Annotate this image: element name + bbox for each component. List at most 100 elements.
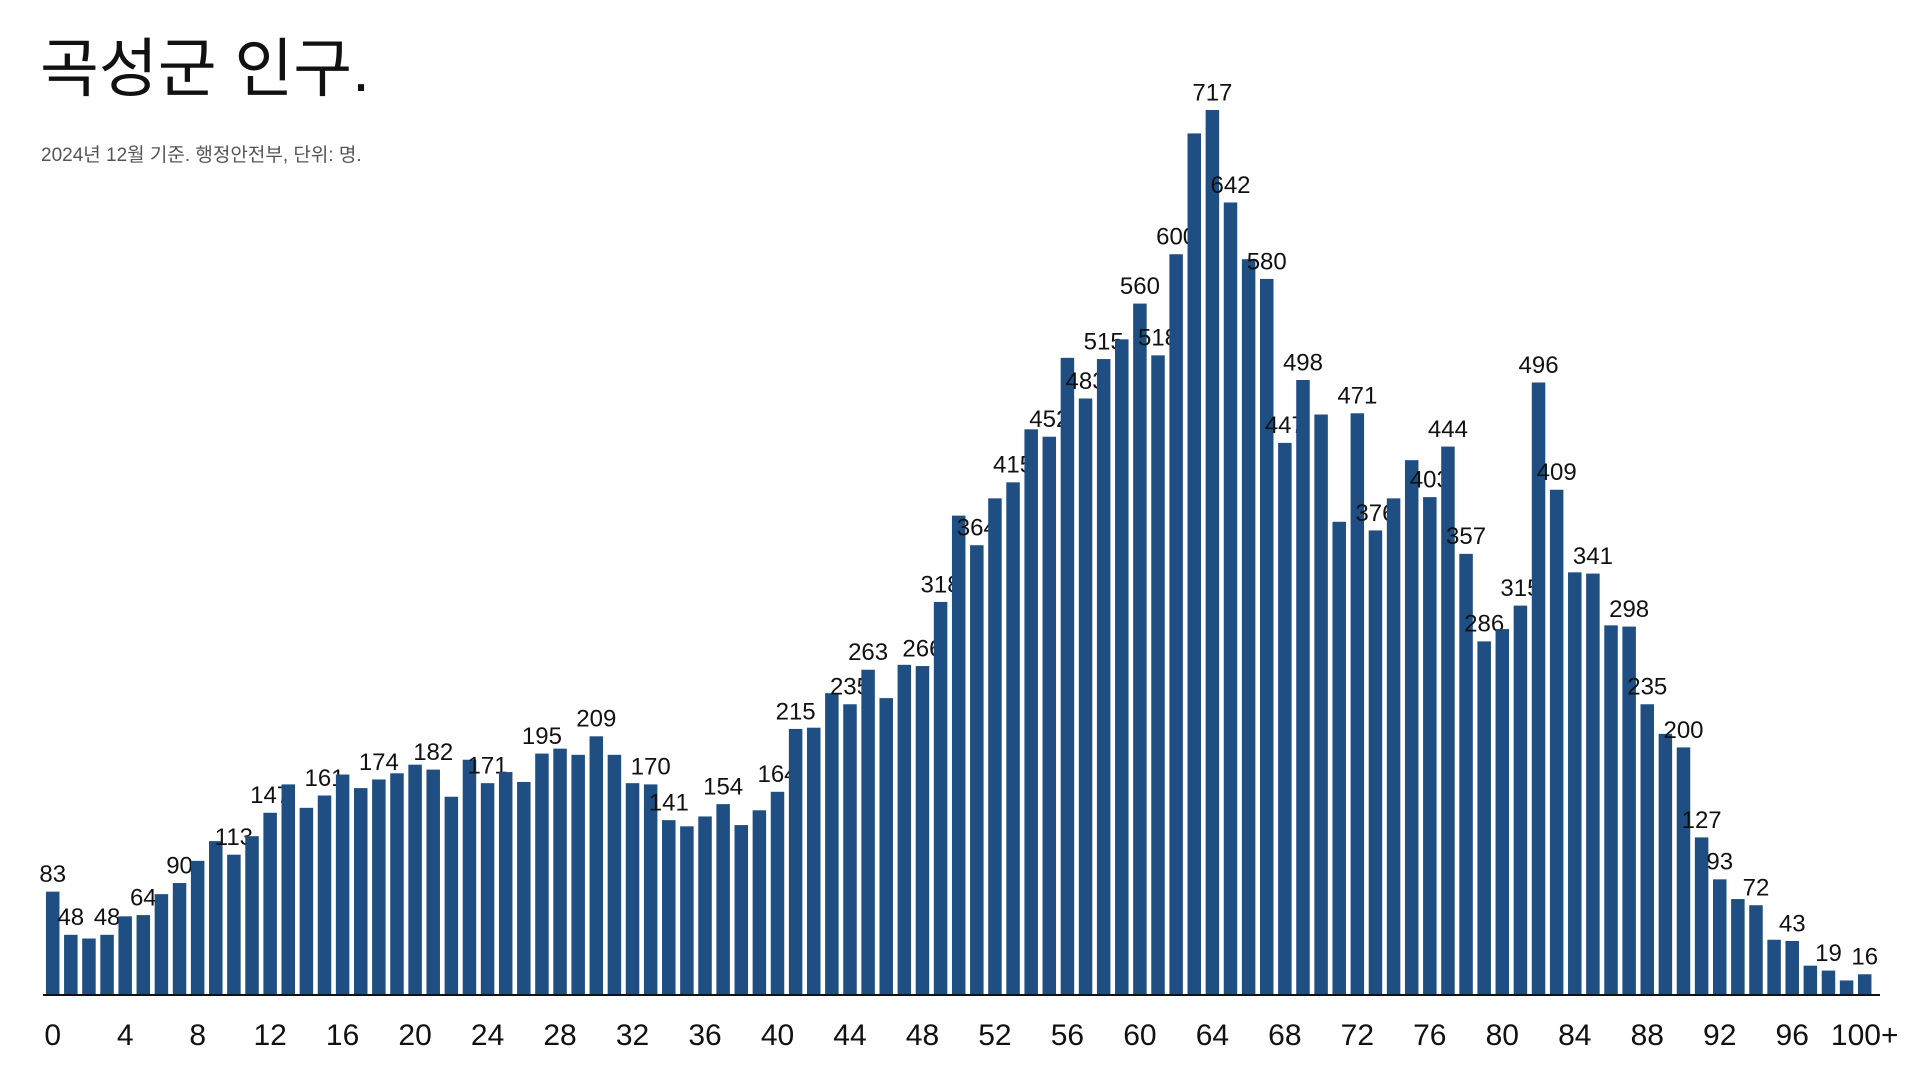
bar [1096, 359, 1111, 994]
bar [1803, 965, 1818, 994]
bar [1749, 905, 1763, 994]
value-label: 263 [848, 639, 888, 666]
bar [1767, 939, 1781, 994]
bar [317, 795, 332, 994]
bar [1676, 747, 1691, 994]
value-label: 19 [1815, 940, 1842, 967]
value-label: 48 [57, 904, 84, 931]
bar [281, 784, 296, 994]
bar [1658, 733, 1673, 994]
bar [1205, 110, 1220, 994]
x-tick-label: 52 [978, 1019, 1011, 1052]
value-label: 64 [130, 884, 157, 911]
bar [662, 820, 676, 994]
value-label: 72 [1743, 875, 1770, 902]
bar [1350, 413, 1365, 994]
value-label: 195 [522, 723, 562, 750]
x-tick-label: 80 [1486, 1019, 1519, 1052]
bar [154, 894, 169, 994]
bar [172, 883, 187, 994]
value-label: 409 [1537, 459, 1577, 486]
bar [1241, 259, 1256, 994]
bar [716, 804, 730, 994]
x-tick-label: 16 [326, 1019, 359, 1052]
bar [1857, 974, 1872, 994]
value-label: 93 [1706, 849, 1733, 876]
bar [788, 728, 803, 994]
x-tick-label: 76 [1413, 1019, 1446, 1052]
value-label: 141 [649, 790, 689, 817]
bar [1278, 442, 1292, 994]
bar [136, 915, 151, 994]
x-tick-label: 24 [471, 1019, 504, 1052]
value-label: 560 [1120, 273, 1160, 300]
bar [1712, 879, 1727, 994]
bar [82, 938, 96, 994]
value-label: 170 [631, 754, 671, 781]
value-label: 471 [1337, 383, 1377, 410]
bar [1531, 382, 1546, 994]
x-tick-label: 4 [117, 1019, 134, 1052]
bar [118, 916, 132, 994]
value-label: 580 [1247, 248, 1287, 275]
bar [1187, 133, 1202, 994]
bar [1549, 489, 1564, 994]
bar [897, 664, 912, 994]
bar [372, 779, 386, 994]
value-label: 16 [1851, 944, 1878, 971]
value-label: 182 [413, 739, 453, 766]
bar [825, 693, 839, 994]
bar [408, 764, 422, 994]
bar [734, 825, 749, 994]
bar [498, 772, 513, 994]
bar [1314, 414, 1328, 994]
value-label: 444 [1428, 416, 1468, 443]
bar [643, 784, 658, 994]
x-tick-label: 88 [1631, 1019, 1664, 1052]
bar [625, 783, 640, 994]
bar [1785, 940, 1799, 994]
bar [190, 860, 205, 994]
value-label: 298 [1609, 596, 1649, 623]
bar [1622, 626, 1636, 994]
value-label: 341 [1573, 543, 1613, 570]
bar [607, 754, 622, 994]
bar [553, 748, 567, 994]
bar [444, 796, 459, 994]
value-label: 498 [1283, 349, 1323, 376]
x-tick-label: 56 [1051, 1019, 1084, 1052]
bar [879, 698, 893, 994]
bar [1731, 899, 1745, 994]
value-label: 215 [776, 698, 816, 725]
x-tick-label: 8 [189, 1019, 206, 1052]
bar [1640, 704, 1655, 994]
bar [843, 704, 857, 994]
bar [1223, 202, 1238, 994]
bar [1115, 339, 1129, 995]
x-tick-label: 68 [1268, 1019, 1301, 1052]
bar [970, 545, 984, 994]
value-label: 127 [1682, 807, 1722, 834]
bar [770, 791, 785, 994]
chart-title: 곡성군 인구. [40, 33, 370, 105]
bar [1694, 837, 1709, 994]
bar [1042, 436, 1057, 995]
value-label: 43 [1779, 910, 1806, 937]
bar [933, 601, 948, 994]
bar [263, 812, 277, 994]
x-tick-label: 28 [543, 1019, 576, 1052]
bar [353, 788, 368, 994]
bar [299, 807, 314, 994]
bar [951, 515, 966, 994]
x-tick-label: 36 [688, 1019, 721, 1052]
value-label: 717 [1192, 79, 1232, 106]
bar [1513, 605, 1528, 994]
bar [535, 753, 549, 994]
bar [1386, 498, 1401, 994]
value-label: 90 [166, 852, 193, 879]
value-label: 642 [1210, 172, 1250, 199]
bar [100, 934, 114, 994]
bar [1604, 625, 1618, 994]
bar [1459, 553, 1473, 994]
value-label: 200 [1663, 717, 1703, 744]
